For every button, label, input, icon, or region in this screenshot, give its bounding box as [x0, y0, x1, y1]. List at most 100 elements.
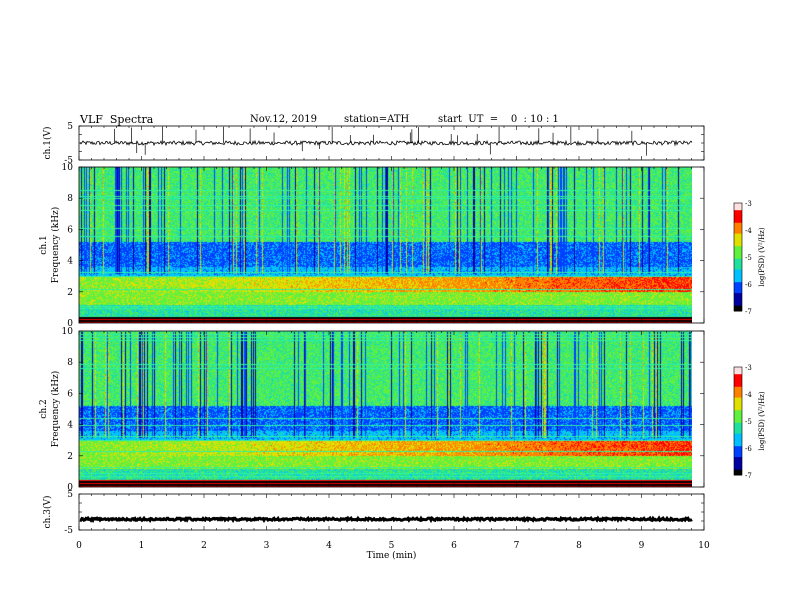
- colorbar-swatch: [734, 240, 742, 244]
- station-label: station=ATH: [344, 114, 410, 125]
- colorbar-tick-label: -6: [745, 281, 752, 289]
- colorbar-swatch: [734, 204, 742, 208]
- colorbar-swatch: [734, 437, 742, 440]
- spectrogram-channel-label: ch.2: [39, 399, 49, 418]
- colorbar-swatch: [734, 212, 742, 215]
- colorbar-ch1: -3 -4 -5 -6 -7 log(PSD) (V²/Hz): [733, 200, 766, 316]
- colorbar-swatch: [734, 273, 742, 276]
- colorbar-swatch: [734, 203, 742, 206]
- chart-title: VLF Spectra: [80, 113, 154, 126]
- colorbar-swatch: [734, 392, 742, 395]
- colorbar-swatch: [734, 390, 742, 393]
- colorbar-swatch: [734, 471, 742, 474]
- waveform-ylabel: ch.3(V): [42, 496, 53, 529]
- colorbar-swatch: [734, 433, 742, 436]
- y-tick-label: 4: [67, 257, 73, 267]
- waveform-ch1: [79, 125, 704, 161]
- x-tick-label: 7: [514, 541, 520, 551]
- colorbar-swatch: [734, 249, 742, 253]
- colorbar-swatch: [734, 419, 742, 422]
- colorbar-swatch: [734, 210, 742, 213]
- colorbar-swatch: [734, 395, 742, 399]
- colorbar-swatch: [734, 217, 742, 220]
- x-tick-label: 2: [201, 541, 207, 551]
- colorbar-swatch: [734, 467, 742, 471]
- waveform-xticks-ch1: [78, 126, 705, 160]
- colorbar-swatch: [734, 224, 742, 227]
- colorbar-swatch: [734, 388, 742, 391]
- colorbar-swatch: [734, 422, 742, 426]
- colorbar-swatch: [734, 455, 742, 458]
- colorbar-swatch: [734, 237, 742, 240]
- colorbar-tick-label: -3: [745, 364, 752, 372]
- colorbar-swatch: [734, 415, 742, 418]
- colorbar-swatch: [734, 381, 742, 384]
- colorbar-swatch: [734, 464, 742, 467]
- colorbar-swatch: [734, 385, 742, 388]
- colorbar-swatch: [734, 451, 742, 454]
- colorbar-swatch: [734, 215, 742, 218]
- spectrogram-image-ch2: [79, 331, 692, 487]
- colorbar-swatch: [734, 449, 742, 453]
- colorbar-swatch: [734, 457, 742, 460]
- colorbar-swatch: [734, 466, 742, 469]
- colorbar-swatch: [734, 258, 742, 262]
- colorbar-swatch: [734, 412, 742, 415]
- colorbar-swatch: [734, 303, 742, 307]
- colorbar-swatch: [734, 242, 742, 245]
- colorbar-swatch: [734, 377, 742, 381]
- colorbar-swatch: [734, 460, 742, 463]
- waveform-trace-ch3: [79, 515, 693, 524]
- y-tick-label: 0: [67, 319, 73, 329]
- x-tick-label: 0: [76, 541, 82, 551]
- colorbar-swatch: [734, 271, 742, 274]
- colorbar-swatch: [734, 294, 742, 298]
- colorbar-swatch: [734, 431, 742, 435]
- spectrogram-channel-label: ch.1: [39, 235, 49, 254]
- colorbar-swatch: [734, 206, 742, 209]
- colorbar-swatch: [734, 397, 742, 400]
- colorbar-frame: [733, 366, 743, 476]
- colorbar-swatch: [734, 285, 742, 289]
- colorbar-swatch: [734, 307, 742, 310]
- colorbar-swatch: [734, 408, 742, 411]
- colorbar-swatch: [734, 291, 742, 294]
- colorbar-swatch: [734, 403, 742, 406]
- colorbar-swatch: [734, 219, 742, 222]
- colorbar-swatch: [734, 404, 742, 408]
- colorbar-swatch: [734, 383, 742, 386]
- y-tick-label: 6: [67, 389, 73, 399]
- colorbar-swatch: [734, 458, 742, 462]
- colorbar-swatch: [734, 246, 742, 249]
- colorbar-swatch: [734, 401, 742, 404]
- colorbar-swatch: [734, 231, 742, 235]
- colorbar-swatch: [734, 255, 742, 258]
- y-tick-label: 2: [67, 452, 73, 462]
- colorbar-tick-label: -5: [745, 418, 752, 426]
- x-tick-label: 4: [326, 541, 332, 551]
- colorbar-swatch: [734, 469, 742, 472]
- colorbar-swatch: [734, 367, 742, 370]
- x-tick-label: 3: [264, 541, 270, 551]
- colorbar-swatch: [734, 233, 742, 236]
- y-tick-label: 10: [62, 327, 74, 337]
- colorbar-swatch: [734, 430, 742, 433]
- colorbar-swatch: [734, 368, 742, 372]
- colorbar-swatch: [734, 386, 742, 390]
- colorbar-swatch: [734, 374, 742, 377]
- y-tick-label: -5: [64, 156, 73, 166]
- colorbar-tick-label: -7: [745, 308, 752, 316]
- colorbar-swatch: [734, 399, 742, 402]
- colorbar-swatch: [734, 269, 742, 272]
- colorbar-swatch: [734, 251, 742, 254]
- y-tick-label: 6: [67, 225, 73, 235]
- time-axis: 0 1 2 3 4 5 6 7 8 9 10 Time (min): [76, 541, 710, 561]
- x-tick-label: 6: [451, 541, 457, 551]
- colorbar-tick-label: -6: [745, 445, 752, 453]
- y-tick-label: 5: [67, 490, 73, 500]
- spectrogram-xticks-ch2: [78, 331, 705, 487]
- colorbar-swatch: [734, 244, 742, 247]
- colorbar-tick-label: -4: [745, 227, 752, 235]
- colorbar-swatch: [734, 282, 742, 285]
- y-tick-label: 0: [67, 483, 73, 493]
